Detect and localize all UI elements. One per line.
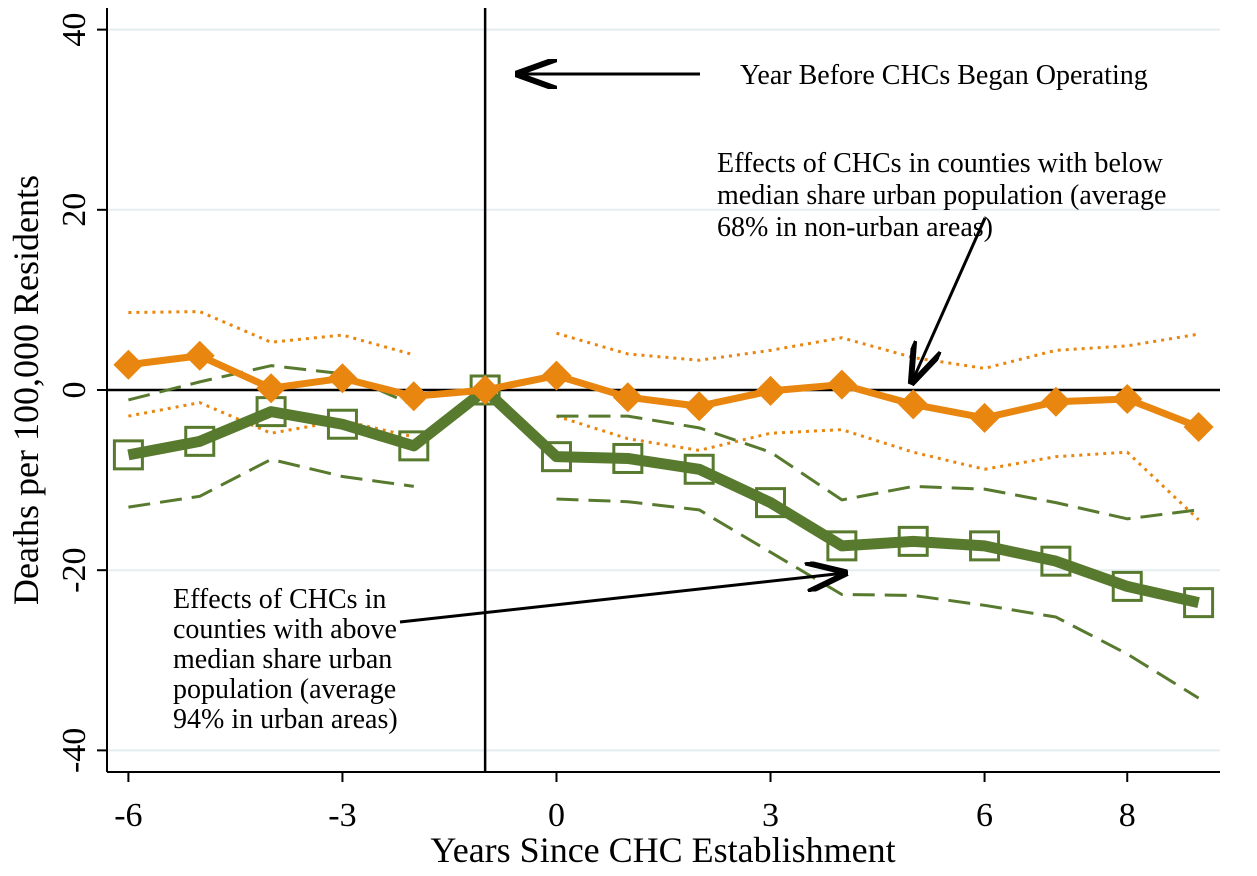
- x-tick-label: -6: [114, 797, 142, 834]
- square-marker: [612, 442, 644, 474]
- diamond-marker: [256, 373, 287, 404]
- series-line: [128, 457, 1200, 700]
- diamond-marker: [470, 375, 501, 405]
- annotation-text: 94% in urban areas): [173, 704, 398, 735]
- square-marker: [969, 530, 1001, 562]
- square-marker: [540, 441, 572, 473]
- series-line: [128, 310, 1199, 370]
- diamond-marker: [541, 360, 572, 391]
- square-marker: [897, 525, 929, 557]
- diamond-marker: [398, 381, 429, 412]
- annotation-text: Year Before CHCs Began Operating: [740, 60, 1148, 91]
- y-tick-label: 0: [56, 382, 93, 399]
- x-tick-label: -3: [328, 797, 356, 834]
- diamond-marker: [684, 391, 715, 422]
- diamond-marker: [1183, 411, 1214, 442]
- x-tick-label: 6: [976, 797, 993, 834]
- y-tick-label: -40: [56, 728, 93, 773]
- diamond-marker: [1112, 384, 1143, 415]
- square-marker: [755, 487, 787, 519]
- y-tick-label: -20: [56, 548, 93, 593]
- x-tick-label: 0: [548, 797, 565, 834]
- diamond-marker: [113, 349, 144, 380]
- x-axis-title: Years Since CHC Establishment: [430, 830, 895, 870]
- annotation-text: population (average: [173, 674, 396, 705]
- annotation-text: Effects of CHCs in counties with below: [717, 148, 1164, 179]
- diamond-marker: [898, 389, 929, 420]
- diamond-marker: [755, 375, 786, 406]
- square-marker: [1040, 545, 1072, 577]
- y-tick-label: 20: [56, 193, 93, 227]
- annotation-text: median share urban: [173, 644, 392, 675]
- series-line: [128, 401, 1200, 521]
- diamond-marker: [969, 402, 1000, 433]
- annotation-arrow: [399, 573, 845, 624]
- x-tick-label: 8: [1119, 797, 1136, 834]
- square-marker: [1111, 570, 1143, 602]
- diamond-marker: [184, 340, 215, 371]
- annotation-arrow: [912, 217, 987, 382]
- annotation-text: median share urban population (average: [717, 180, 1166, 211]
- annotation-text: counties with above: [173, 614, 397, 645]
- square-marker: [398, 430, 430, 462]
- series-line: [127, 352, 1200, 431]
- square-marker: [184, 425, 216, 457]
- square-marker: [326, 408, 358, 440]
- x-tick-label: 3: [762, 797, 779, 834]
- y-axis-title: Deaths per 100,000 Residents: [6, 175, 46, 605]
- annotation-text: Effects of CHCs in: [173, 584, 386, 615]
- diamond-marker: [1040, 386, 1071, 417]
- square-marker: [112, 439, 144, 471]
- diamond-marker: [612, 382, 643, 413]
- diamond-marker: [826, 369, 857, 400]
- square-marker: [683, 453, 715, 485]
- series-line: [127, 384, 1200, 608]
- y-tick-label: 40: [56, 13, 93, 47]
- annotation-text: 68% in non-urban areas): [717, 212, 993, 243]
- square-marker: [1183, 587, 1215, 619]
- diamond-marker: [327, 363, 358, 394]
